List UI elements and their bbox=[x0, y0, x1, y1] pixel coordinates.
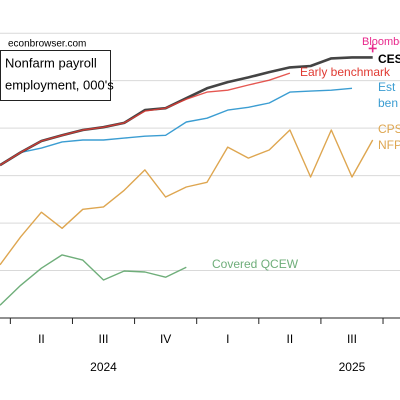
series-label: Early benchmark bbox=[300, 65, 391, 79]
series-label: Est bbox=[378, 80, 396, 94]
x-tick-label: II bbox=[38, 332, 45, 346]
x-tick-label: I bbox=[226, 332, 229, 346]
year-label: 2024 bbox=[90, 360, 117, 374]
chart-title: employment, 000's bbox=[5, 77, 114, 92]
x-tick-label: II bbox=[287, 332, 294, 346]
chart-title: Nonfarm payroll bbox=[5, 55, 97, 70]
series-label: CES bbox=[378, 52, 400, 66]
marker-label: Bloomberg bbox=[362, 36, 400, 48]
series-label: CPS bbox=[378, 122, 400, 136]
title-box bbox=[0, 50, 111, 101]
series-label: NFP bbox=[378, 138, 400, 152]
series-line bbox=[0, 87, 353, 166]
series-label: Covered QCEW bbox=[212, 257, 299, 271]
x-tick-label: III bbox=[99, 332, 109, 346]
x-tick-label: III bbox=[347, 332, 357, 346]
series-line bbox=[0, 254, 187, 306]
year-label: 2025 bbox=[339, 360, 366, 374]
marker bbox=[368, 44, 377, 53]
source: econbrowser.com bbox=[8, 39, 86, 50]
series-label: ben bbox=[378, 96, 398, 110]
series-line bbox=[0, 129, 374, 266]
series-line bbox=[0, 72, 291, 166]
x-tick-label: IV bbox=[160, 332, 171, 346]
